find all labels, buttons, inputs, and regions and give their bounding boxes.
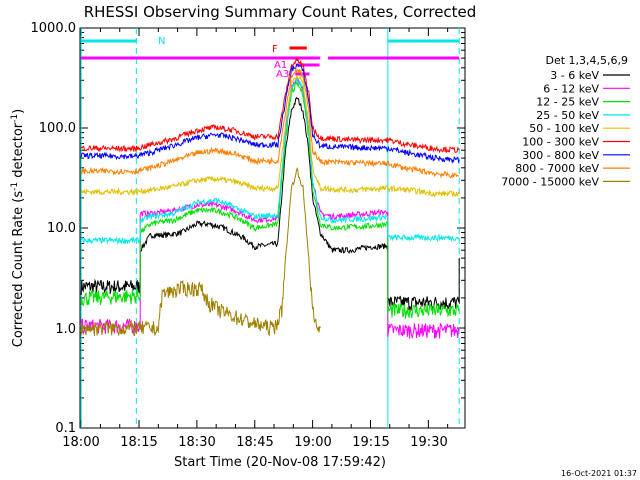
legend-label: 7000 - 15000 keV [501, 175, 599, 188]
x-tick-label: 19:30 [410, 435, 447, 450]
y-tick-label: 1.0 [55, 322, 76, 337]
y-axis-label: Corrected Count Rate (s-1 detector-1) [10, 109, 26, 347]
series-line-2 [80, 81, 460, 319]
legend-label: 12 - 25 keV [536, 96, 599, 109]
legend-label: 6 - 12 keV [543, 82, 599, 95]
series-line-7 [80, 67, 460, 179]
y-tick-label: 100.0 [39, 121, 76, 136]
plot-frame [79, 27, 466, 429]
y-tick-label: 1000.0 [31, 21, 77, 36]
f-label: F [272, 44, 278, 55]
y-tick-label: 0.1 [55, 421, 76, 436]
legend-label: 100 - 300 keV [522, 136, 599, 149]
y-axis-label-main: Corrected Count Rate (s [11, 191, 26, 348]
series-line-6 [80, 63, 460, 164]
a1-label: A1 [274, 60, 287, 71]
x-tick-label: 18:30 [178, 435, 215, 450]
timestamp: 16-Oct-2021 01:37 [561, 469, 637, 478]
annotations-group [80, 28, 460, 428]
series-line-3 [80, 76, 460, 245]
series-line-8 [80, 167, 321, 337]
x-tick-label: 19:15 [352, 435, 389, 450]
legend-label: 3 - 6 keV [550, 69, 599, 82]
x-tick-label: 18:00 [62, 435, 99, 450]
legend-label: 50 - 100 keV [529, 122, 599, 135]
y-axis-label-mid: detector [11, 122, 26, 182]
series-group [80, 57, 460, 339]
legend-label: 25 - 50 keV [536, 109, 599, 122]
chart-title: RHESSI Observing Summary Count Rates, Co… [84, 3, 477, 21]
x-tick-label: 18:45 [236, 435, 273, 450]
x-tick-label: 19:00 [294, 435, 331, 450]
y-axis-label-sup: -1 [10, 182, 20, 191]
y-tick-label: 10.0 [47, 221, 76, 236]
legend-label: 300 - 800 keV [522, 149, 599, 162]
series-line-5 [80, 57, 460, 154]
x-axis-label: Start Time (20-Nov-08 17:59:42) [174, 455, 386, 470]
ticks-group [80, 27, 465, 429]
x-tick-label: 18:15 [120, 435, 157, 450]
series-line-1 [80, 76, 460, 339]
series-line-4 [80, 74, 460, 198]
y-axis-label-end: ) [11, 109, 26, 114]
legend-label: 800 - 7000 keV [515, 162, 599, 175]
a3-label: A3 [276, 69, 289, 80]
y-axis-label-sup: -1 [10, 114, 20, 123]
series-line-0 [80, 96, 460, 311]
n-label: N [158, 36, 165, 47]
legend-title: Det 1,3,4,5,6,9 [545, 54, 628, 67]
